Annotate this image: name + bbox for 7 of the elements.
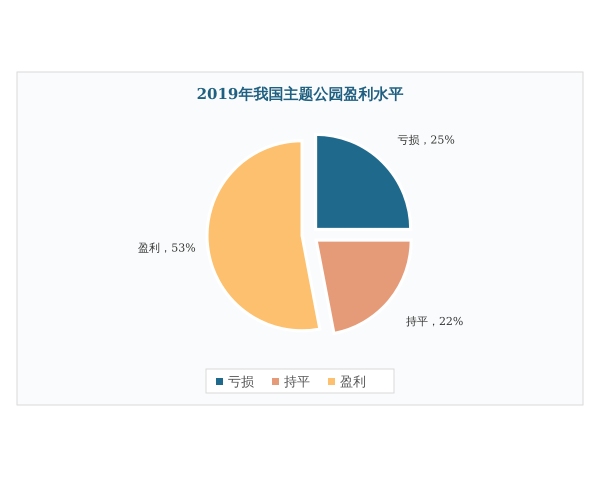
- legend-label: 亏损: [228, 375, 254, 390]
- chart-title: 2019年我国主题公园盈利水平: [196, 85, 404, 103]
- legend-label: 持平: [284, 375, 310, 390]
- data-label: 盈利，53%: [138, 242, 196, 255]
- legend-label: 盈利: [340, 375, 366, 390]
- data-label: 亏损，25%: [397, 134, 455, 147]
- data-label: 持平，22%: [406, 314, 464, 328]
